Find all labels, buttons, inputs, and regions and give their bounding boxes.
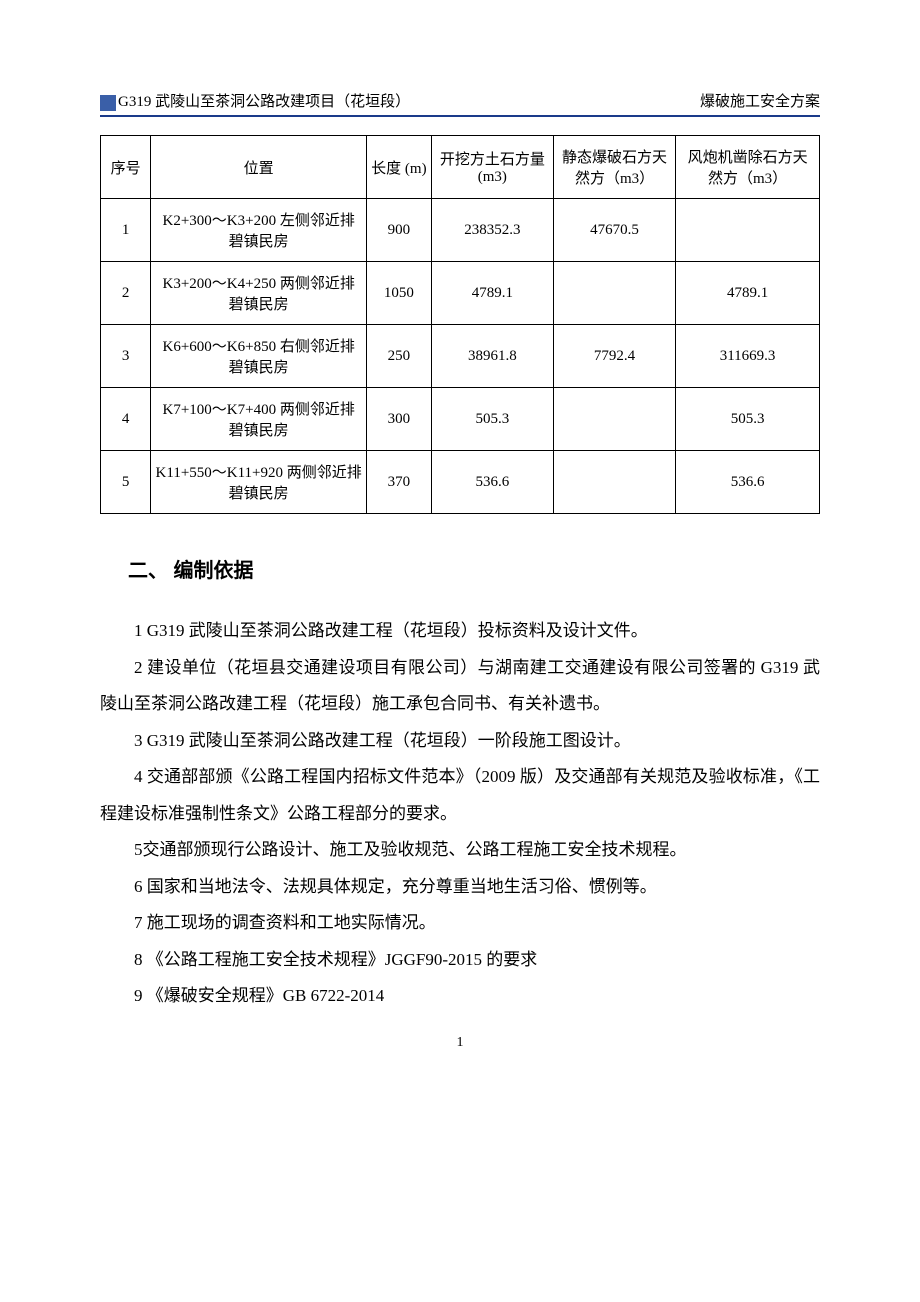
table-row: 5K11+550～K11+920 两侧邻近排碧镇民房370536.6536.6 xyxy=(101,451,820,514)
table-cell: 4789.1 xyxy=(676,262,820,325)
table-cell: 1 xyxy=(101,199,151,262)
table-cell xyxy=(553,262,675,325)
col-3: 开挖方土石方量(m3) xyxy=(431,136,553,199)
header-underline xyxy=(100,115,820,117)
table-cell: K11+550～K11+920 两侧邻近排碧镇民房 xyxy=(151,451,367,514)
logo-icon xyxy=(100,95,116,111)
table-cell: K7+100～K7+400 两侧邻近排碧镇民房 xyxy=(151,388,367,451)
table-cell: 536.6 xyxy=(676,451,820,514)
table-cell xyxy=(553,388,675,451)
table-body: 1K2+300～K3+200 左侧邻近排碧镇民房900238352.347670… xyxy=(101,199,820,514)
paragraph: 3 G319 武陵山至茶洞公路改建工程（花垣段）一阶段施工图设计。 xyxy=(100,723,820,760)
table-cell xyxy=(553,451,675,514)
table-row: 1K2+300～K3+200 左侧邻近排碧镇民房900238352.347670… xyxy=(101,199,820,262)
paragraph: 2 建设单位（花垣县交通建设项目有限公司）与湖南建工交通建设有限公司签署的 G3… xyxy=(100,650,820,723)
table-cell: 2 xyxy=(101,262,151,325)
table-cell: K2+300～K3+200 左侧邻近排碧镇民房 xyxy=(151,199,367,262)
table-cell: 4 xyxy=(101,388,151,451)
table-cell: 505.3 xyxy=(676,388,820,451)
table-cell: 47670.5 xyxy=(553,199,675,262)
table-cell: K6+600～K6+850 右侧邻近排碧镇民房 xyxy=(151,325,367,388)
section-title: 二、 编制依据 xyxy=(128,554,820,583)
header-right-text: 爆破施工安全方案 xyxy=(700,90,820,111)
data-table: 序号 位置 长度 (m) 开挖方土石方量(m3) 静态爆破石方天然方（m3） 风… xyxy=(100,135,820,514)
col-4: 静态爆破石方天然方（m3） xyxy=(553,136,675,199)
paragraph: 9 《爆破安全规程》GB 6722-2014 xyxy=(100,978,820,1015)
col-0: 序号 xyxy=(101,136,151,199)
table-cell: 38961.8 xyxy=(431,325,553,388)
paragraph: 1 G319 武陵山至茶洞公路改建工程（花垣段）投标资料及设计文件。 xyxy=(100,613,820,650)
paragraph: 4 交通部部颁《公路工程国内招标文件范本》（2009 版）及交通部有关规范及验收… xyxy=(100,759,820,832)
table-cell: 5 xyxy=(101,451,151,514)
table-cell: 7792.4 xyxy=(553,325,675,388)
table-cell: K3+200～K4+250 两侧邻近排碧镇民房 xyxy=(151,262,367,325)
table-cell: 536.6 xyxy=(431,451,553,514)
table-cell: 3 xyxy=(101,325,151,388)
table-cell xyxy=(676,199,820,262)
table-cell: 4789.1 xyxy=(431,262,553,325)
paragraph: 6 国家和当地法令、法规具体规定，充分尊重当地生活习俗、惯例等。 xyxy=(100,869,820,906)
table-cell: 1050 xyxy=(367,262,432,325)
table-row: 3K6+600～K6+850 右侧邻近排碧镇民房25038961.87792.4… xyxy=(101,325,820,388)
table-cell: 311669.3 xyxy=(676,325,820,388)
paragraph: 7 施工现场的调查资料和工地实际情况。 xyxy=(100,905,820,942)
table-row: 2K3+200～K4+250 两侧邻近排碧镇民房10504789.14789.1 xyxy=(101,262,820,325)
col-5: 风炮机凿除石方天然方（m3） xyxy=(676,136,820,199)
table-cell: 505.3 xyxy=(431,388,553,451)
table-row: 4K7+100～K7+400 两侧邻近排碧镇民房300505.3505.3 xyxy=(101,388,820,451)
paragraph: 8 《公路工程施工安全技术规程》JGGF90-2015 的要求 xyxy=(100,942,820,979)
table-cell: 370 xyxy=(367,451,432,514)
table-header-row: 序号 位置 长度 (m) 开挖方土石方量(m3) 静态爆破石方天然方（m3） 风… xyxy=(101,136,820,199)
table-cell: 300 xyxy=(367,388,432,451)
page-number: 1 xyxy=(100,1035,820,1051)
table-cell: 238352.3 xyxy=(431,199,553,262)
table-cell: 900 xyxy=(367,199,432,262)
col-2: 长度 (m) xyxy=(367,136,432,199)
running-header: G319 武陵山至茶洞公路改建项目（花垣段） 爆破施工安全方案 xyxy=(100,90,820,111)
paragraphs-container: 1 G319 武陵山至茶洞公路改建工程（花垣段）投标资料及设计文件。2 建设单位… xyxy=(100,613,820,1015)
header-left-text: G319 武陵山至茶洞公路改建项目（花垣段） xyxy=(118,90,410,111)
paragraph: 5交通部颁现行公路设计、施工及验收规范、公路工程施工安全技术规程。 xyxy=(100,832,820,869)
header-left: G319 武陵山至茶洞公路改建项目（花垣段） xyxy=(100,90,410,111)
col-1: 位置 xyxy=(151,136,367,199)
table-cell: 250 xyxy=(367,325,432,388)
